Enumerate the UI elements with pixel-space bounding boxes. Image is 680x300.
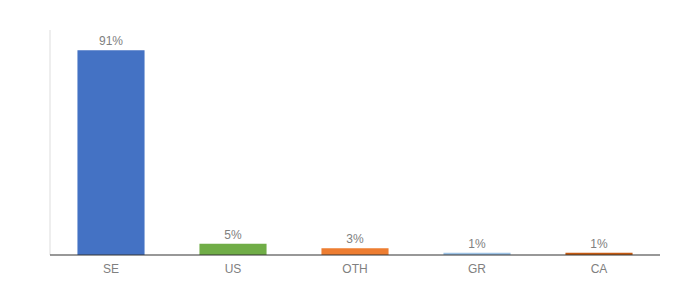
x-tick-label: CA <box>591 262 608 276</box>
bar <box>199 244 266 255</box>
chart-container: SE US OTH GR CA 91% 5% 3% 1% 1% <box>0 0 680 300</box>
data-label: 3% <box>346 232 364 246</box>
data-label: 91% <box>99 34 123 48</box>
y-axis-line <box>50 30 51 255</box>
x-tick-label: GR <box>468 262 486 276</box>
bars <box>77 50 632 255</box>
x-tick-label: OTH <box>342 262 367 276</box>
data-label: 1% <box>468 237 486 251</box>
data-label: 5% <box>224 228 242 242</box>
x-axis-line <box>50 254 660 255</box>
bar <box>77 50 144 255</box>
x-tick-label: US <box>225 262 242 276</box>
x-tick-label: SE <box>103 262 119 276</box>
bar <box>321 248 388 255</box>
chart-svg: SE US OTH GR CA 91% 5% 3% 1% 1% <box>0 0 680 300</box>
data-label: 1% <box>590 237 608 251</box>
